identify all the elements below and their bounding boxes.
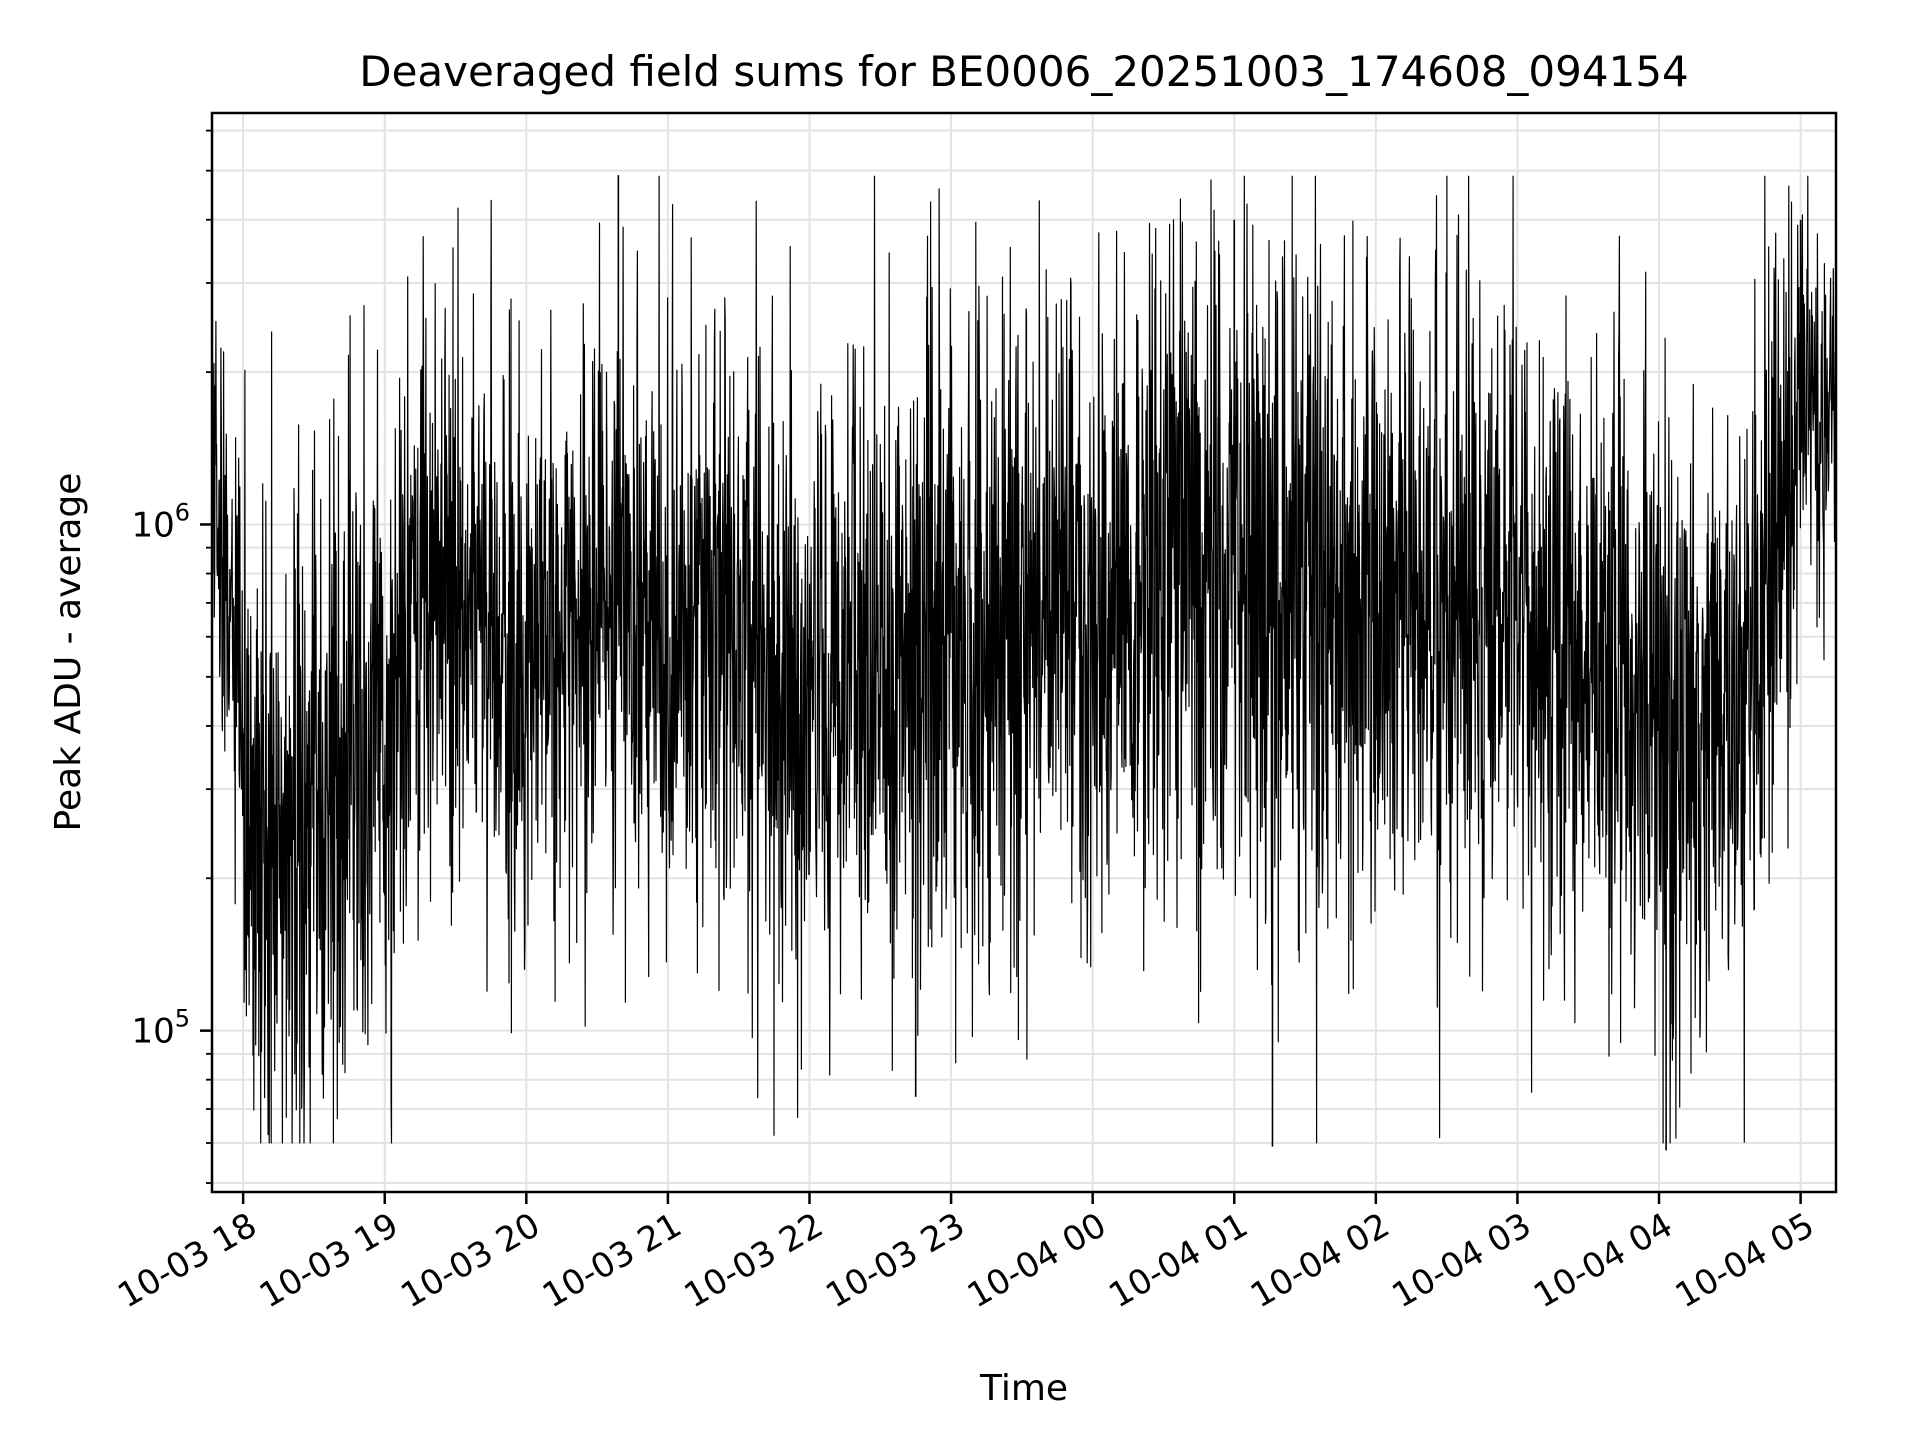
x-tick-label: 10-04 03 bbox=[1386, 1205, 1538, 1316]
x-axis-label: Time bbox=[979, 1368, 1068, 1409]
x-tick-label: 10-03 20 bbox=[394, 1205, 546, 1316]
x-tick-label: 10-04 04 bbox=[1527, 1205, 1679, 1316]
x-tick-label: 10-03 18 bbox=[111, 1205, 263, 1316]
series-layer bbox=[211, 175, 1837, 1151]
x-tick-label: 10-03 21 bbox=[536, 1205, 688, 1316]
x-tick-label: 10-03 19 bbox=[253, 1205, 405, 1316]
x-tick-label: 10-04 01 bbox=[1102, 1205, 1254, 1316]
series-line bbox=[211, 175, 1837, 1144]
y-axis-label: Peak ADU - average bbox=[48, 473, 89, 832]
x-tick-label: 10-03 23 bbox=[819, 1205, 971, 1316]
x-tick-label: 10-04 00 bbox=[961, 1205, 1113, 1316]
plot-frame bbox=[210, 111, 1838, 1194]
y-tick-label: 106 bbox=[131, 498, 190, 545]
x-tick-label: 10-03 22 bbox=[678, 1205, 830, 1316]
x-tick-label: 10-04 02 bbox=[1244, 1205, 1396, 1316]
x-tick-label: 10-04 05 bbox=[1669, 1205, 1821, 1316]
y-tick-label: 105 bbox=[131, 1005, 190, 1052]
chart-title: Deaveraged field sums for BE0006_2025100… bbox=[359, 47, 1689, 96]
